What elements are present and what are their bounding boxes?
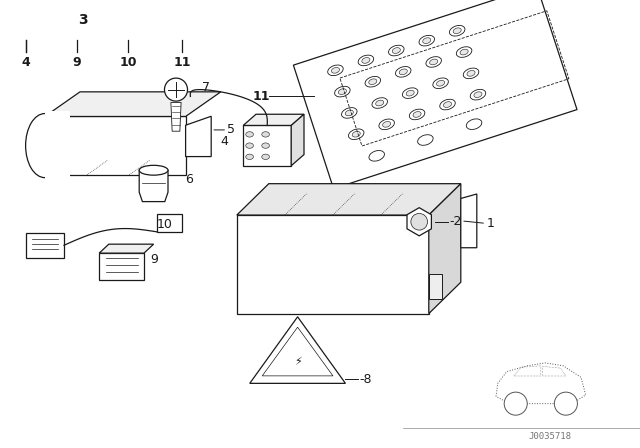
Text: 9: 9 bbox=[72, 56, 81, 69]
Text: 11: 11 bbox=[173, 56, 191, 69]
Polygon shape bbox=[250, 317, 346, 383]
Text: 4: 4 bbox=[21, 56, 30, 69]
Ellipse shape bbox=[433, 78, 449, 89]
Bar bbox=[237, 215, 429, 314]
Text: 1: 1 bbox=[486, 216, 494, 230]
Ellipse shape bbox=[467, 119, 482, 129]
Ellipse shape bbox=[444, 102, 452, 108]
Ellipse shape bbox=[262, 154, 269, 159]
Ellipse shape bbox=[345, 110, 353, 116]
Circle shape bbox=[411, 213, 428, 230]
Ellipse shape bbox=[339, 89, 346, 95]
Ellipse shape bbox=[392, 47, 401, 53]
Ellipse shape bbox=[140, 165, 168, 175]
Ellipse shape bbox=[470, 89, 486, 100]
Text: 7: 7 bbox=[202, 81, 210, 94]
Ellipse shape bbox=[262, 143, 269, 148]
Ellipse shape bbox=[410, 109, 425, 120]
Circle shape bbox=[504, 392, 527, 415]
Polygon shape bbox=[243, 114, 304, 125]
Ellipse shape bbox=[396, 67, 411, 77]
Ellipse shape bbox=[399, 69, 407, 75]
Ellipse shape bbox=[369, 151, 385, 161]
Text: 10: 10 bbox=[119, 56, 137, 69]
Ellipse shape bbox=[429, 59, 438, 65]
Ellipse shape bbox=[463, 68, 479, 79]
Ellipse shape bbox=[246, 132, 253, 137]
Ellipse shape bbox=[372, 98, 387, 108]
Ellipse shape bbox=[460, 49, 468, 55]
Ellipse shape bbox=[418, 135, 433, 145]
Polygon shape bbox=[407, 208, 431, 236]
Text: 3: 3 bbox=[78, 13, 88, 27]
Circle shape bbox=[164, 78, 188, 101]
Text: 6: 6 bbox=[186, 172, 193, 186]
Text: 9: 9 bbox=[150, 253, 158, 267]
Ellipse shape bbox=[379, 119, 394, 129]
Polygon shape bbox=[237, 184, 461, 215]
Ellipse shape bbox=[335, 86, 350, 97]
Text: 10: 10 bbox=[157, 217, 173, 231]
Polygon shape bbox=[140, 170, 168, 202]
Polygon shape bbox=[429, 274, 442, 299]
Ellipse shape bbox=[426, 56, 442, 67]
Bar bbox=[45, 111, 70, 181]
Circle shape bbox=[554, 392, 577, 415]
Polygon shape bbox=[461, 194, 477, 248]
Ellipse shape bbox=[422, 38, 431, 43]
Ellipse shape bbox=[383, 121, 390, 127]
Ellipse shape bbox=[246, 143, 253, 148]
Polygon shape bbox=[45, 116, 186, 175]
Polygon shape bbox=[186, 116, 211, 157]
Bar bbox=[99, 253, 144, 280]
Polygon shape bbox=[171, 103, 181, 131]
Ellipse shape bbox=[376, 100, 384, 106]
Text: 11: 11 bbox=[253, 90, 270, 103]
Polygon shape bbox=[293, 0, 577, 189]
Ellipse shape bbox=[348, 129, 364, 139]
Ellipse shape bbox=[419, 35, 435, 46]
Polygon shape bbox=[99, 244, 154, 253]
Ellipse shape bbox=[456, 47, 472, 57]
Text: 5: 5 bbox=[227, 123, 236, 137]
Ellipse shape bbox=[474, 92, 482, 98]
Polygon shape bbox=[45, 92, 221, 116]
Ellipse shape bbox=[352, 131, 360, 137]
Ellipse shape bbox=[436, 80, 445, 86]
Ellipse shape bbox=[26, 114, 64, 178]
Ellipse shape bbox=[388, 45, 404, 56]
Polygon shape bbox=[243, 125, 291, 166]
Ellipse shape bbox=[369, 79, 377, 85]
Text: -2: -2 bbox=[449, 215, 461, 228]
Ellipse shape bbox=[332, 68, 339, 73]
Text: ⚡: ⚡ bbox=[294, 358, 301, 367]
Text: 4: 4 bbox=[221, 134, 228, 148]
Ellipse shape bbox=[440, 99, 455, 110]
Text: J0035718: J0035718 bbox=[529, 432, 572, 441]
Ellipse shape bbox=[342, 108, 357, 118]
Ellipse shape bbox=[328, 65, 343, 76]
Ellipse shape bbox=[403, 88, 418, 99]
Polygon shape bbox=[291, 114, 304, 166]
Ellipse shape bbox=[406, 90, 414, 96]
Bar bbox=[157, 214, 182, 232]
Ellipse shape bbox=[413, 112, 421, 117]
Ellipse shape bbox=[262, 132, 269, 137]
Ellipse shape bbox=[362, 57, 370, 63]
Polygon shape bbox=[429, 184, 461, 314]
Ellipse shape bbox=[453, 28, 461, 34]
Text: -8: -8 bbox=[360, 373, 372, 386]
Bar bbox=[26, 233, 64, 258]
Ellipse shape bbox=[246, 154, 253, 159]
Ellipse shape bbox=[358, 55, 374, 66]
Ellipse shape bbox=[449, 26, 465, 36]
Ellipse shape bbox=[365, 77, 381, 87]
Ellipse shape bbox=[467, 70, 475, 76]
